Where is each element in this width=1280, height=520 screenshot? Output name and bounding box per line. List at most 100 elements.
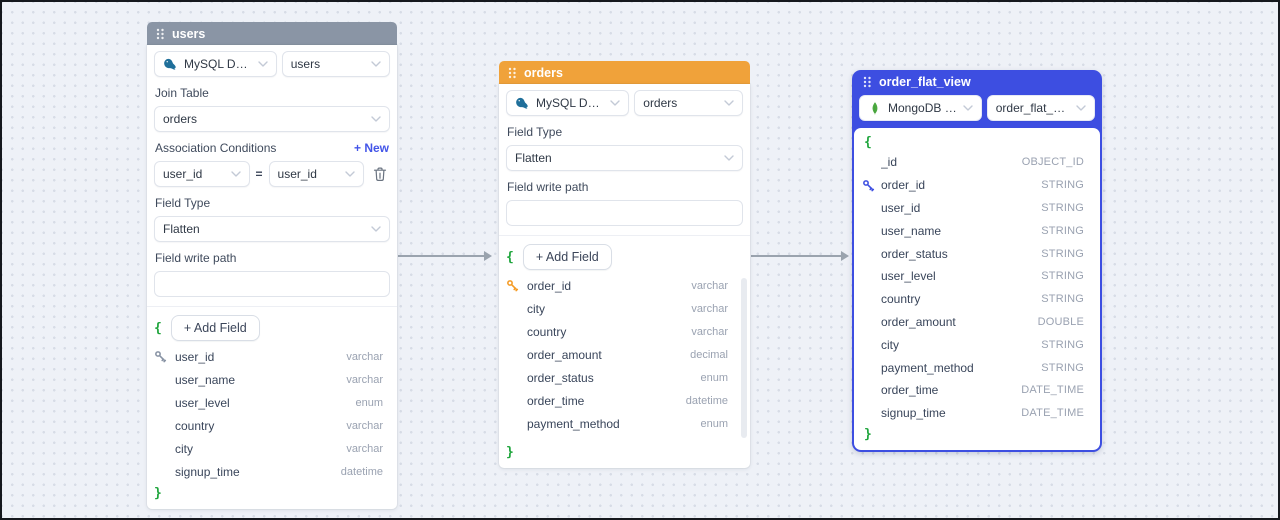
field-row[interactable]: order_id varchar — [499, 274, 750, 297]
field-name: city — [881, 337, 899, 352]
table-select[interactable]: orders — [634, 90, 743, 116]
scrollbar-thumb[interactable] — [741, 278, 747, 438]
join-table-value: orders — [163, 112, 198, 126]
field-name: user_level — [881, 269, 936, 284]
field-type: STRING — [1041, 247, 1084, 260]
node-users-body: MySQL Demo users Join Table orders Assoc… — [147, 45, 397, 509]
chevron-down-icon — [371, 226, 381, 232]
close-brace: } — [506, 445, 514, 460]
field-type: datetime — [340, 465, 383, 478]
condition-right-select[interactable]: user_id — [268, 161, 365, 187]
field-type: DATE_TIME — [1021, 407, 1084, 420]
field-row[interactable]: user_level enum — [147, 391, 397, 414]
field-row[interactable]: signup_time datetime — [147, 460, 397, 483]
field-row[interactable]: country STRING — [854, 288, 1100, 311]
field-row[interactable]: country varchar — [147, 414, 397, 437]
drag-handle-icon[interactable] — [863, 76, 872, 88]
node-target-header[interactable]: order_flat_view — [854, 70, 1100, 94]
field-type: DATE_TIME — [1021, 384, 1084, 397]
field-type: varchar — [346, 442, 383, 455]
field-name: user_id — [881, 200, 921, 215]
table-value: users — [290, 57, 321, 71]
field-name: signup_time — [527, 440, 678, 443]
join-table-select[interactable]: orders — [154, 106, 390, 132]
primary-key-icon — [154, 350, 168, 363]
field-row[interactable]: order_time DATE_TIME — [854, 379, 1100, 402]
chevron-down-icon — [963, 105, 973, 111]
table-select[interactable]: users — [281, 51, 390, 77]
field-type: enum — [700, 417, 728, 430]
condition-left-select[interactable]: user_id — [154, 161, 250, 187]
field-write-path-input[interactable] — [506, 200, 743, 226]
field-row[interactable]: city varchar — [147, 437, 397, 460]
table-value: orders — [643, 96, 678, 110]
primary-key-icon — [506, 279, 520, 292]
field-row[interactable]: payment_method enum — [499, 412, 750, 435]
field-row[interactable]: signup_time datetime — [499, 435, 750, 443]
field-name: city — [527, 301, 545, 316]
add-field-button[interactable]: + Add Field — [522, 244, 612, 270]
field-type: datetime — [686, 441, 728, 443]
drag-handle-icon[interactable] — [156, 28, 165, 40]
field-row[interactable]: user_id varchar — [147, 345, 397, 368]
field-row[interactable]: signup_time DATE_TIME — [854, 402, 1100, 425]
field-type-value: Flatten — [163, 222, 200, 236]
add-field-button[interactable]: + Add Field — [170, 315, 260, 341]
chevron-down-icon — [230, 171, 241, 177]
field-row[interactable]: user_id STRING — [854, 197, 1100, 220]
field-row[interactable]: user_name STRING — [854, 219, 1100, 242]
close-brace: } — [864, 426, 872, 442]
node-order-flat-view[interactable]: order_flat_view MongoDB Demo order_flat_… — [852, 70, 1102, 452]
field-row[interactable]: user_name varchar — [147, 368, 397, 391]
field-type: STRING — [1041, 270, 1084, 283]
field-row[interactable]: order_amount DOUBLE — [854, 311, 1100, 334]
field-name: _id — [881, 155, 898, 170]
node-orders-header[interactable]: orders — [499, 61, 750, 84]
table-select[interactable]: order_flat_view — [986, 95, 1095, 121]
datasource-select[interactable]: MongoDB Demo — [859, 95, 982, 121]
node-users[interactable]: users MySQL Demo users Join Table — [147, 22, 397, 509]
field-type: varchar — [691, 302, 728, 315]
field-row[interactable]: order_id STRING — [854, 174, 1100, 197]
primary-key-icon — [862, 179, 876, 192]
field-type: enum — [355, 396, 383, 409]
mongodb-icon — [868, 101, 882, 116]
field-name: order_time — [527, 393, 585, 408]
connection-arrow-orders-to-target — [751, 251, 849, 261]
field-row[interactable]: city STRING — [854, 333, 1100, 356]
chevron-down-icon — [345, 171, 355, 177]
add-condition-button[interactable]: + New — [353, 141, 389, 155]
field-row[interactable]: city varchar — [499, 297, 750, 320]
field-type-select[interactable]: Flatten — [154, 216, 390, 242]
field-row[interactable]: order_status enum — [499, 366, 750, 389]
field-name: user_level — [175, 395, 230, 410]
datasource-value: MongoDB Demo — [888, 101, 957, 115]
orders-field-list-viewport[interactable]: order_id varchar city varchar — [499, 274, 750, 442]
field-type-select[interactable]: Flatten — [506, 145, 743, 171]
chevron-down-icon — [371, 116, 381, 122]
datasource-value: MySQL Demo — [184, 57, 252, 71]
node-orders[interactable]: orders MySQL Demo orders Field Type — [499, 61, 750, 468]
field-write-path-input[interactable] — [154, 271, 390, 297]
node-title: order_flat_view — [879, 75, 971, 89]
field-type: DOUBLE — [1037, 315, 1084, 328]
field-row[interactable]: country varchar — [499, 320, 750, 343]
field-row[interactable]: _id OBJECT_ID — [854, 151, 1100, 174]
datasource-select[interactable]: MySQL Demo — [154, 51, 277, 77]
field-name: user_name — [175, 372, 236, 387]
delete-condition-button[interactable] — [370, 166, 390, 182]
node-users-header[interactable]: users — [147, 22, 397, 45]
field-row[interactable]: user_level STRING — [854, 265, 1100, 288]
field-row[interactable]: order_time datetime — [499, 389, 750, 412]
field-row[interactable]: order_status STRING — [854, 242, 1100, 265]
field-name: order_time — [881, 383, 939, 398]
datasource-select[interactable]: MySQL Demo — [506, 90, 630, 116]
field-row[interactable]: order_amount decimal — [499, 343, 750, 366]
field-row[interactable]: payment_method STRING — [854, 356, 1100, 379]
drag-handle-icon[interactable] — [508, 67, 517, 79]
chevron-down-icon — [258, 61, 268, 67]
field-type: varchar — [346, 419, 383, 432]
open-brace: { — [864, 135, 872, 150]
field-type-label: Field Type — [155, 196, 211, 210]
